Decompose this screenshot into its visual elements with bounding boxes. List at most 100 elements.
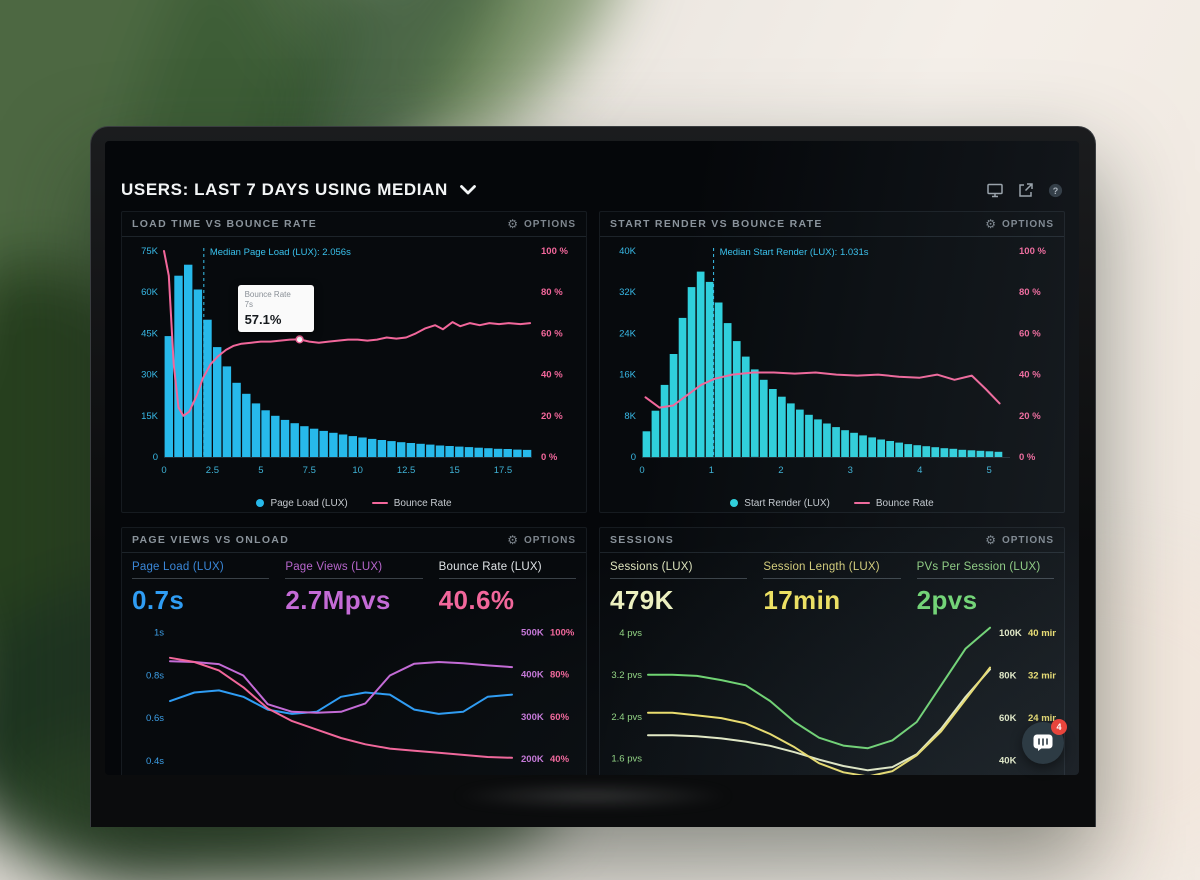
- panel-title: SESSIONS: [610, 534, 675, 546]
- line-series: [169, 656, 513, 759]
- axis-tick: 40 %: [1019, 370, 1041, 381]
- histogram-bar: [994, 451, 1003, 457]
- panel-header: START RENDER VS BOUNCE RATE ⚙ OPTIONS: [600, 212, 1064, 237]
- median-label: Median Page Load (LUX): 2.056s: [210, 247, 351, 258]
- axis-tick: 400K: [521, 670, 544, 681]
- histogram-bar: [895, 442, 903, 457]
- chat-badge: 4: [1051, 719, 1067, 735]
- axis-tick: 100K: [999, 628, 1022, 639]
- histogram-bar: [759, 379, 768, 458]
- panel-header: PAGE VIEWS VS ONLOAD ⚙ OPTIONS: [122, 528, 586, 553]
- histogram-bar: [271, 415, 280, 457]
- axis-tick: 100%: [550, 627, 575, 638]
- display-icon[interactable]: [987, 183, 1003, 198]
- share-icon[interactable]: [1018, 182, 1033, 198]
- histogram-bar: [714, 302, 723, 457]
- histogram-bar: [913, 445, 922, 457]
- legend-label: Page Load (LUX): [270, 497, 348, 509]
- histogram-bar: [859, 435, 867, 457]
- options-button[interactable]: ⚙ OPTIONS: [985, 533, 1054, 547]
- histogram-bar: [290, 423, 299, 457]
- axis-tick: 40K: [619, 246, 637, 257]
- chart-area: 40K 32K 24K 16K 8K 0 100 % 80 % 60 % 40 % 20 % 0 % 0…: [608, 239, 1056, 490]
- gear-icon: ⚙: [985, 533, 996, 547]
- histogram-bar: [387, 441, 396, 457]
- options-button[interactable]: ⚙ OPTIONS: [985, 217, 1054, 231]
- options-button[interactable]: ⚙ OPTIONS: [507, 533, 576, 547]
- line-series: [169, 660, 513, 714]
- axis-tick: 0: [161, 465, 166, 476]
- help-icon[interactable]: ?: [1048, 183, 1063, 198]
- legend-item: Bounce Rate: [371, 498, 452, 509]
- axis-tick: 60 %: [1019, 328, 1041, 339]
- histogram-bar: [850, 432, 858, 457]
- histogram-bar: [778, 396, 786, 457]
- histogram-bar: [232, 382, 241, 457]
- panel-sessions: SESSIONS ⚙ OPTIONS Sessions (LUX) 479K Ses…: [599, 527, 1065, 775]
- axis-tick: 7.5: [303, 465, 316, 476]
- users-filter-dropdown[interactable]: USERS: LAST 7 DAYS USING MEDIAN: [121, 180, 476, 200]
- axis-tick: 20 %: [1019, 411, 1041, 422]
- axis-tick: 0 %: [541, 452, 558, 463]
- histogram-bar: [203, 319, 212, 457]
- gear-icon: ⚙: [985, 217, 996, 231]
- histogram-bar: [261, 410, 270, 457]
- panel-title: START RENDER VS BOUNCE RATE: [610, 218, 823, 230]
- axis-tick: 2.5: [206, 465, 219, 476]
- histogram-bar: [832, 427, 840, 457]
- histogram-bar: [769, 389, 777, 457]
- axis-tick: 500K: [521, 627, 544, 638]
- legend-label: Start Render (LUX): [744, 497, 830, 509]
- histogram-bar: [426, 444, 435, 457]
- legend-line: [853, 501, 870, 505]
- chat-launcher-button[interactable]: 4: [1022, 719, 1067, 764]
- stat: Page Load (LUX) 0.7s: [132, 561, 270, 616]
- axis-tick: 60K: [141, 287, 159, 298]
- median-label: Median Start Render (LUX): 1.031s: [720, 247, 869, 258]
- histogram-bar: [513, 449, 522, 457]
- histogram-bar: [750, 369, 759, 457]
- stat-value: 2.7Mpvs: [285, 585, 391, 615]
- axis-tick: 1.6 pvs: [611, 754, 642, 765]
- load-time-chart[interactable]: 75K 60K 45K 30K 15K 0 100 % 80 % 60 % 40 % 20 % 0 %…: [130, 239, 578, 485]
- panel-title: LOAD TIME VS BOUNCE RATE: [132, 218, 318, 230]
- histogram-bar: [348, 436, 357, 457]
- axis-tick: 0.8s: [146, 670, 164, 681]
- axis-tick: 1s: [154, 628, 164, 639]
- start-render-chart[interactable]: 40K 32K 24K 16K 8K 0 100 % 80 % 60 % 40 % 20 % 0 % 0…: [608, 239, 1056, 485]
- axis-tick: 0: [639, 465, 644, 476]
- axis-tick: 1: [709, 465, 714, 476]
- stat-label: PVs Per Session (LUX): [916, 561, 1054, 579]
- hover-point: [295, 335, 304, 344]
- stat-label: Page Views (LUX): [285, 561, 423, 579]
- histogram-bar: [805, 414, 813, 457]
- histogram-bar: [319, 430, 328, 457]
- histogram-bar: [309, 428, 319, 457]
- chart-area: 75K 60K 45K 30K 15K 0 100 % 80 % 60 % 40 % 20 % 0 %…: [130, 239, 578, 490]
- line-series: [647, 668, 991, 772]
- stat-value: 2pvs: [916, 585, 978, 615]
- axis-tick: 16K: [619, 370, 637, 381]
- axis-tick: 32 min: [1028, 671, 1056, 682]
- line-series: [169, 689, 513, 715]
- sessions-chart[interactable]: 4 pvs 3.2 pvs 2.4 pvs 1.6 pvs 100K 40 min 80K 3…: [608, 618, 1058, 775]
- stat-value: 17min: [763, 585, 841, 615]
- histogram-bar: [300, 426, 309, 457]
- axis-tick: 5: [987, 465, 992, 476]
- histogram-bar: [174, 275, 183, 457]
- chat-icon: [1033, 734, 1053, 751]
- chart-area: 1s 0.8s 0.6s 0.4s 500K 100% 400K 80% 300K 60% 200K…: [130, 618, 578, 775]
- options-button[interactable]: ⚙ OPTIONS: [507, 217, 576, 231]
- axis-tick: 75K: [141, 246, 159, 257]
- histogram-bar: [660, 384, 669, 457]
- axis-tick: 300K: [521, 712, 544, 723]
- legend-label: Bounce Rate: [875, 497, 934, 509]
- histogram-bar: [338, 434, 348, 457]
- gear-icon: ⚙: [507, 217, 518, 231]
- histogram-bar: [868, 437, 876, 457]
- histogram-bar: [213, 347, 222, 457]
- page-views-chart[interactable]: 1s 0.8s 0.6s 0.4s 500K 100% 400K 80% 300K 60% 200K…: [130, 618, 578, 775]
- panel-header: SESSIONS ⚙ OPTIONS: [600, 528, 1064, 553]
- legend-dot: [730, 499, 739, 507]
- axis-tick: 80K: [999, 671, 1017, 682]
